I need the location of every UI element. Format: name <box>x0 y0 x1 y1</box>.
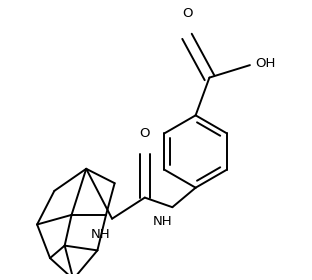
Text: O: O <box>182 7 192 20</box>
Text: NH: NH <box>153 215 172 228</box>
Text: OH: OH <box>255 57 275 70</box>
Text: NH: NH <box>91 228 110 241</box>
Text: O: O <box>139 127 150 140</box>
